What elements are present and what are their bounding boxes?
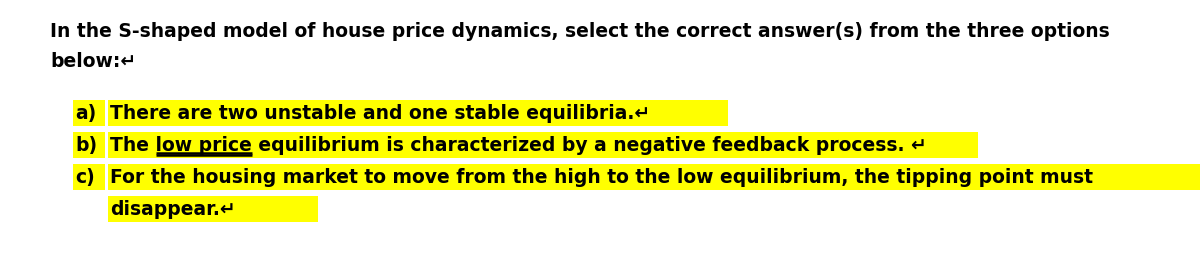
Text: In the S-shaped model of house price dynamics, select the correct answer(s) from: In the S-shaped model of house price dyn… — [50, 22, 1110, 41]
Bar — [108, 132, 978, 158]
Bar — [73, 132, 106, 158]
Text: disappear.↵: disappear.↵ — [110, 200, 235, 219]
Bar — [108, 100, 728, 126]
Text: low price: low price — [110, 136, 206, 155]
Text: For the housing market to move from the high to the low equilibrium, the tipping: For the housing market to move from the … — [110, 168, 1093, 187]
Bar — [73, 164, 106, 190]
Bar — [73, 100, 106, 126]
Bar — [108, 196, 318, 222]
Text: The: The — [110, 136, 156, 155]
Bar — [108, 164, 1200, 190]
Text: c): c) — [74, 168, 95, 187]
Text: There are two unstable and one stable equilibria.↵: There are two unstable and one stable eq… — [110, 104, 650, 123]
Text: The low price equilibrium is characterized by a negative feedback process. ↵: The low price equilibrium is characteriz… — [110, 136, 926, 155]
Text: below:↵: below:↵ — [50, 52, 136, 71]
Text: b): b) — [74, 136, 97, 155]
Text: a): a) — [74, 104, 96, 123]
